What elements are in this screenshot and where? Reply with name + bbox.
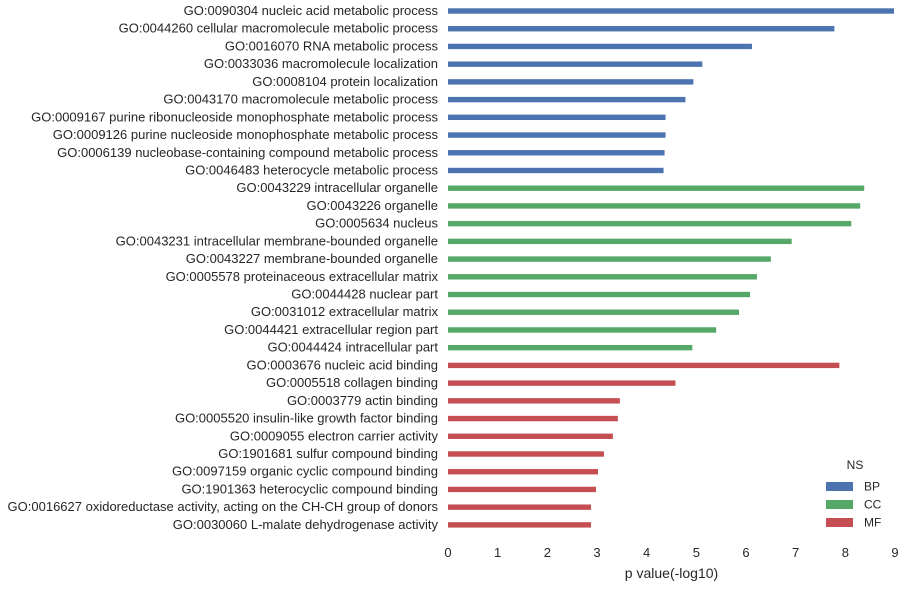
category-label: GO:0031012 extracellular matrix xyxy=(251,304,439,319)
category-label: GO:0005634 nucleus xyxy=(315,216,438,231)
category-label: GO:0097159 organic cyclic compound bindi… xyxy=(172,464,438,479)
bar-cc xyxy=(448,274,757,280)
x-tick-label: 1 xyxy=(494,545,501,560)
bar-bp xyxy=(448,61,703,67)
legend-label-bp: BP xyxy=(864,480,880,494)
legend-label-mf: MF xyxy=(864,516,881,530)
legend: NS BP CC MF xyxy=(826,458,882,530)
category-label: GO:0044428 nuclear part xyxy=(291,287,438,302)
category-label: GO:0044260 cellular macromolecule metabo… xyxy=(119,21,439,36)
bar-mf xyxy=(448,486,597,493)
bar-mf xyxy=(448,522,592,528)
category-label: GO:0005578 proteinaceous extracellular m… xyxy=(166,269,439,284)
category-label: GO:0003676 nucleic acid binding xyxy=(246,357,438,372)
bars-group xyxy=(448,8,895,528)
x-tick-label: 5 xyxy=(693,545,700,560)
bar-cc xyxy=(448,291,750,298)
bar-mf xyxy=(448,433,613,439)
category-label: GO:0016627 oxidoreductase activity, acti… xyxy=(8,499,439,514)
bar-cc xyxy=(448,344,693,351)
bar-bp xyxy=(448,150,665,156)
x-tick-label: 6 xyxy=(742,545,749,560)
legend-swatch-cc xyxy=(826,500,853,509)
category-label: GO:0046483 heterocycle metabolic process xyxy=(185,162,438,177)
bar-cc xyxy=(448,238,792,245)
bar-mf xyxy=(448,504,592,510)
bar-cc xyxy=(448,185,865,191)
bar-mf xyxy=(448,380,676,386)
category-label: GO:0006139 nucleobase-containing compoun… xyxy=(57,145,438,160)
category-label: GO:0043226 organelle xyxy=(306,198,438,213)
category-label: GO:0005518 collagen binding xyxy=(266,375,438,390)
x-ticks-group: 0 1 2 3 4 5 6 7 8 9 xyxy=(444,545,898,560)
x-tick-label: 7 xyxy=(792,545,799,560)
category-label: GO:0090304 nucleic acid metabolic proces… xyxy=(184,3,439,18)
legend-swatch-bp xyxy=(826,482,853,491)
category-label: GO:0005520 insulin-like growth factor bi… xyxy=(175,411,438,426)
category-label: GO:0043170 macromolecule metabolic proce… xyxy=(163,92,438,107)
bar-bp xyxy=(448,114,666,121)
category-label: GO:0033036 macromolecule localization xyxy=(204,56,438,71)
category-labels-group: GO:0090304 nucleic acid metabolic proces… xyxy=(8,3,439,532)
bar-bp xyxy=(448,79,694,85)
bar-bp xyxy=(448,26,835,32)
bar-bp xyxy=(448,96,686,103)
bar-cc xyxy=(448,256,771,262)
category-label: GO:0043227 membrane-bounded organelle xyxy=(186,251,438,266)
legend-swatch-mf xyxy=(826,518,853,527)
bar-bp xyxy=(448,167,664,174)
bar-mf xyxy=(448,398,620,404)
x-tick-label: 0 xyxy=(444,545,451,560)
category-label: GO:1901681 sulfur compound binding xyxy=(218,446,438,461)
bar-mf xyxy=(448,451,604,457)
x-tick-label: 9 xyxy=(891,545,898,560)
category-label: GO:0009167 purine ribonucleoside monopho… xyxy=(31,109,438,124)
category-label: GO:0044424 intracellular part xyxy=(267,340,438,355)
x-axis-title: p value(-log10) xyxy=(625,565,718,581)
x-tick-label: 3 xyxy=(593,545,600,560)
bar-cc xyxy=(448,203,861,209)
bar-mf xyxy=(448,469,598,475)
bar-bp xyxy=(448,43,752,50)
category-label: GO:0009126 purine nucleoside monophospha… xyxy=(53,127,439,142)
x-tick-label: 8 xyxy=(842,545,849,560)
category-label: GO:0030060 L-malate dehydrogenase activi… xyxy=(173,517,439,532)
bar-cc xyxy=(448,327,717,333)
legend-label-cc: CC xyxy=(864,498,882,512)
x-tick-label: 4 xyxy=(643,545,650,560)
bar-cc xyxy=(448,220,852,227)
category-label: GO:0003779 actin binding xyxy=(287,393,438,408)
bar-bp xyxy=(448,8,895,14)
category-label: GO:1901363 heterocyclic compound binding xyxy=(181,481,438,496)
category-label: GO:0043231 intracellular membrane-bounde… xyxy=(116,233,438,248)
bar-mf xyxy=(448,415,618,422)
legend-title: NS xyxy=(847,458,864,472)
category-label: GO:0008104 protein localization xyxy=(252,74,438,89)
x-tick-label: 2 xyxy=(544,545,551,560)
bar-mf xyxy=(448,362,840,369)
category-label: GO:0016070 RNA metabolic process xyxy=(225,38,439,53)
category-label: GO:0043229 intracellular organelle xyxy=(236,180,438,195)
category-label: GO:0044421 extracellular region part xyxy=(224,322,438,337)
category-label: GO:0009055 electron carrier activity xyxy=(230,428,439,443)
bar-cc xyxy=(448,309,740,315)
bar-bp xyxy=(448,132,666,138)
